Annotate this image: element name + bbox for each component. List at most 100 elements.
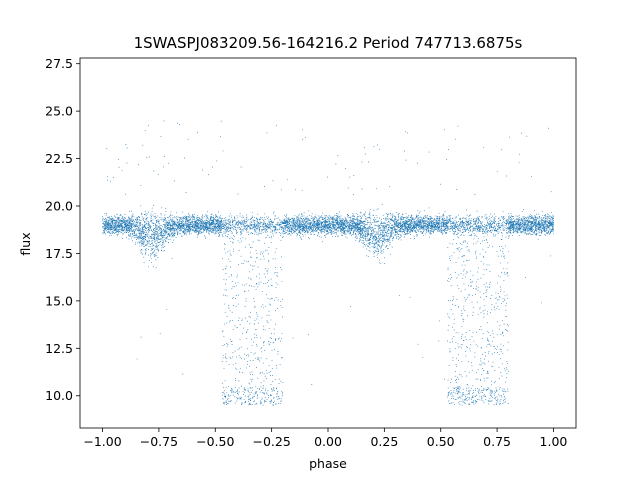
data-point xyxy=(475,225,477,227)
data-point xyxy=(259,221,261,223)
data-point xyxy=(484,352,486,353)
data-point xyxy=(146,230,148,232)
data-point xyxy=(226,345,228,347)
data-point xyxy=(143,245,145,247)
data-point xyxy=(337,218,338,220)
data-point xyxy=(234,219,236,221)
data-point xyxy=(468,221,470,223)
data-point xyxy=(223,401,224,403)
data-point xyxy=(191,220,193,222)
data-point xyxy=(451,255,453,257)
data-point xyxy=(137,216,139,217)
data-point xyxy=(476,210,478,212)
data-point xyxy=(117,223,118,225)
data-point xyxy=(461,218,463,219)
data-point xyxy=(468,218,470,220)
data-point xyxy=(503,399,505,400)
data-point xyxy=(356,216,358,218)
data-point xyxy=(529,230,531,232)
data-point xyxy=(188,214,190,216)
data-point xyxy=(218,229,220,231)
data-point xyxy=(461,248,463,250)
data-point xyxy=(341,220,343,222)
data-point xyxy=(497,305,499,307)
data-point xyxy=(405,216,407,218)
data-point xyxy=(531,218,532,220)
data-point xyxy=(300,224,302,226)
data-point xyxy=(238,320,239,322)
data-point xyxy=(499,229,501,231)
data-point xyxy=(149,226,151,227)
data-point xyxy=(489,392,491,394)
data-point xyxy=(136,358,138,360)
data-point xyxy=(415,228,417,230)
data-point xyxy=(226,357,228,359)
data-point xyxy=(403,234,405,236)
data-point xyxy=(270,401,272,403)
data-point xyxy=(320,225,322,227)
data-point xyxy=(224,401,226,403)
data-point xyxy=(232,232,233,234)
data-point xyxy=(388,238,390,240)
data-point xyxy=(182,211,183,213)
data-point xyxy=(377,243,379,245)
data-point xyxy=(319,219,321,221)
data-point xyxy=(463,222,464,224)
data-point xyxy=(460,395,462,397)
data-point xyxy=(252,221,254,223)
data-point xyxy=(185,221,187,223)
data-point xyxy=(250,252,251,254)
data-point xyxy=(160,136,162,138)
data-point xyxy=(224,289,226,291)
data-point xyxy=(267,234,269,236)
data-point xyxy=(498,296,500,298)
data-point xyxy=(172,217,174,219)
data-point xyxy=(491,380,493,382)
data-point xyxy=(442,233,444,235)
data-point xyxy=(271,349,273,351)
data-point xyxy=(474,223,476,224)
data-point xyxy=(447,316,449,318)
data-point xyxy=(416,234,418,235)
data-point xyxy=(380,230,382,232)
data-point xyxy=(282,316,283,318)
data-point xyxy=(274,390,276,392)
data-point xyxy=(251,211,253,213)
data-point xyxy=(339,218,341,220)
data-point xyxy=(244,227,246,229)
data-point xyxy=(521,219,522,221)
data-point xyxy=(123,222,124,224)
data-point xyxy=(510,216,512,218)
data-point xyxy=(286,226,288,228)
data-point xyxy=(128,220,130,222)
data-point xyxy=(275,297,277,299)
data-point xyxy=(273,226,275,228)
data-point xyxy=(308,214,310,216)
data-point xyxy=(311,233,312,235)
data-point xyxy=(438,215,440,217)
data-point xyxy=(222,221,224,223)
data-point xyxy=(238,391,240,393)
data-point xyxy=(256,253,258,255)
data-point xyxy=(500,255,502,257)
data-point xyxy=(116,222,118,223)
data-point xyxy=(304,228,306,230)
data-point xyxy=(523,225,525,226)
data-point xyxy=(464,336,466,338)
data-point xyxy=(244,389,246,391)
data-point xyxy=(163,227,165,229)
data-point xyxy=(252,360,254,362)
data-point xyxy=(147,266,149,268)
data-point xyxy=(346,237,348,239)
data-point xyxy=(253,265,255,267)
data-point xyxy=(349,220,351,222)
data-point xyxy=(299,235,300,237)
data-point xyxy=(478,399,480,401)
data-point xyxy=(380,251,382,253)
data-point xyxy=(520,227,522,229)
data-point xyxy=(487,224,489,226)
data-point xyxy=(226,279,227,281)
data-point xyxy=(171,236,173,238)
data-point xyxy=(452,304,454,305)
data-point xyxy=(335,218,337,220)
